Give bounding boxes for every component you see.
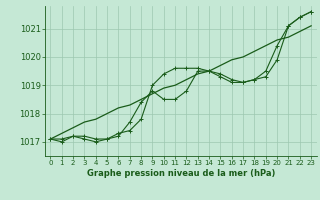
X-axis label: Graphe pression niveau de la mer (hPa): Graphe pression niveau de la mer (hPa) [87,169,275,178]
